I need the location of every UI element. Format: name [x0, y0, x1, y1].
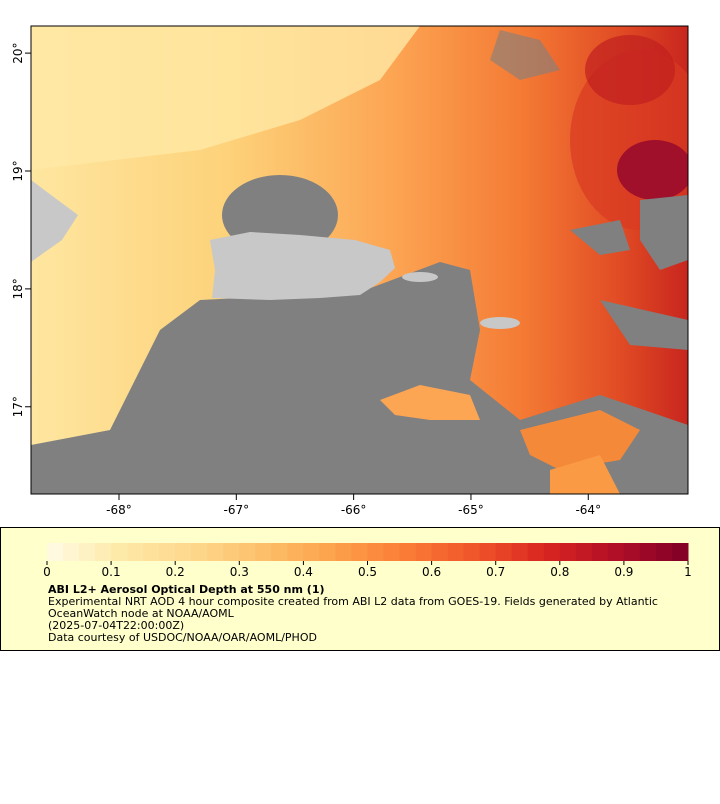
colorbar-cell	[287, 543, 304, 561]
colorbar-cell	[447, 543, 465, 561]
colorbar-cell	[591, 543, 609, 561]
legend-line: Data courtesy of USDOC/NOAA/OAR/AOML/PHO…	[48, 631, 317, 644]
colorbar-cell	[79, 543, 96, 561]
legend-line: OceanWatch node at NOAA/AOML	[48, 607, 235, 620]
colorbar-cell	[175, 543, 192, 561]
colorbar-tick-label: 1	[684, 565, 692, 579]
legend-line: (2025-07-04T22:00:00Z)	[48, 619, 184, 632]
colorbar-tick-label: 0.8	[550, 565, 569, 579]
colorbar-cell	[303, 543, 320, 561]
colorbar-cell	[639, 543, 657, 561]
colorbar-tick-label: 0.2	[166, 565, 185, 579]
colorbar-cell	[527, 543, 545, 561]
colorbar-cell	[255, 543, 272, 561]
x-tick-label: -66°	[341, 503, 367, 517]
colorbar-cell	[95, 543, 112, 561]
y-tick-label: 19°	[11, 160, 25, 181]
colorbar-cell	[479, 543, 497, 561]
colorbar-cell	[63, 543, 80, 561]
colorbar-cell	[239, 543, 256, 561]
colorbar-tick-label: 0.9	[614, 565, 633, 579]
colorbar-cell	[671, 543, 689, 561]
colorbar-cell	[575, 543, 593, 561]
legend-title: ABI L2+ Aerosol Optical Depth at 550 nm …	[48, 583, 325, 596]
colorbar-tick-label: 0.3	[230, 565, 249, 579]
plot-frame	[30, 25, 689, 495]
colorbar-cell	[543, 543, 561, 561]
colorbar-cell	[463, 543, 481, 561]
aod-map	[31, 26, 688, 494]
colorbar-cell	[559, 543, 577, 561]
colorbar-cell	[47, 543, 64, 561]
x-tick-label: -68°	[106, 503, 132, 517]
colorbar-tick-label: 0.5	[358, 565, 377, 579]
y-tick-label: 20°	[11, 42, 25, 63]
colorbar-tick-label: 0.4	[294, 565, 313, 579]
colorbar: 0 0.1 0.2 0.3 0.4 0.5 0.6 0.7 0.8 0.9 1	[43, 543, 692, 579]
colorbar-cell	[495, 543, 513, 561]
colorbar-cell	[271, 543, 288, 561]
colorbar-tick-label: 0.6	[422, 565, 441, 579]
colorbar-cell	[191, 543, 208, 561]
x-tick-label: -67°	[224, 503, 250, 517]
x-tick-label: -64°	[575, 503, 601, 517]
legend-line: Experimental NRT AOD 4 hour composite cr…	[48, 595, 658, 608]
colorbar-cell	[319, 543, 336, 561]
colorbar-cell	[207, 543, 224, 561]
colorbar-tick-label: 0.1	[102, 565, 121, 579]
colorbar-cell	[607, 543, 625, 561]
colorbar-cell	[511, 543, 529, 561]
colorbar-tick-label: 0	[43, 565, 51, 579]
colorbar-cell	[159, 543, 176, 561]
colorbar-cell	[127, 543, 144, 561]
colorbar-tick-label: 0.7	[486, 565, 505, 579]
colorbar-cell	[383, 543, 401, 561]
x-tick-label: -65°	[458, 503, 484, 517]
colorbar-cell	[143, 543, 160, 561]
colorbar-cell	[335, 543, 352, 561]
colorbar-cell	[399, 543, 417, 561]
y-tick-label: 17°	[11, 396, 25, 417]
colorbar-cell	[431, 543, 449, 561]
colorbar-cell	[655, 543, 673, 561]
colorbar-cell	[367, 543, 385, 561]
y-tick-label: 18°	[11, 278, 25, 299]
colorbar-cell	[223, 543, 240, 561]
colorbar-cell	[623, 543, 641, 561]
colorbar-cell	[111, 543, 128, 561]
colorbar-cell	[415, 543, 433, 561]
colorbar-cell	[351, 543, 368, 561]
axes: -68° -67° -66° -65° -64° 17° 18° 19° 20°	[11, 42, 601, 517]
